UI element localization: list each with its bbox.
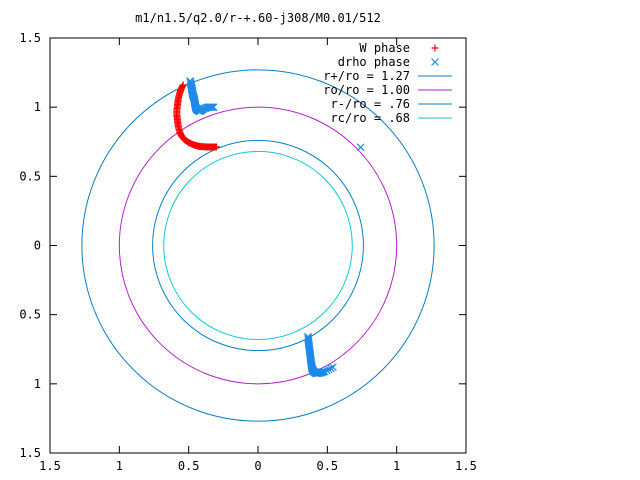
y-tick-label: 1	[34, 377, 41, 391]
data-point	[199, 104, 208, 113]
data-point	[326, 364, 335, 373]
x-tick-label: 0	[254, 459, 261, 473]
legend-label: r+/ro = 1.27	[323, 69, 410, 83]
reference-circle	[118, 106, 398, 385]
legend-marker	[431, 58, 439, 66]
x-tick-label: 1	[393, 459, 400, 473]
chart-title: m1/n1.5/q2.0/r-+.60-j308/M0.01/512	[135, 11, 381, 25]
x-tick-label: 0.5	[316, 459, 338, 473]
data-point	[320, 367, 329, 376]
data-point	[212, 143, 220, 151]
y-tick-label: 1.5	[19, 446, 41, 460]
data-point	[208, 103, 217, 112]
series-w-phase	[173, 81, 220, 151]
data-point	[356, 143, 365, 152]
legend-label: ro/ro = 1.00	[323, 83, 410, 97]
series-marks	[173, 76, 365, 378]
data-point	[198, 105, 207, 114]
y-tick-label: 0.5	[19, 169, 41, 183]
legend-label: W phase	[359, 41, 410, 55]
reference-circles	[81, 69, 435, 422]
y-tick-label: 0	[34, 239, 41, 253]
y-tick-label: 0.5	[19, 308, 41, 322]
y-tick-label: 1	[34, 100, 41, 114]
legend-label: drho phase	[338, 55, 410, 69]
data-point	[206, 103, 215, 112]
y-tick-label: 1.5	[19, 31, 41, 45]
axes: 1.5 1 0.5 0 0.5 1 1.51.510.500.511.5	[19, 31, 477, 473]
legend-label: r-/ro = .76	[331, 97, 410, 111]
data-point	[328, 363, 337, 372]
data-point	[322, 366, 331, 375]
reference-circle	[163, 150, 353, 341]
legend-marker	[431, 44, 439, 52]
series-drho-phase	[186, 76, 365, 378]
data-point	[209, 103, 218, 112]
x-tick-label: 1.5	[455, 459, 477, 473]
reference-circle	[152, 139, 364, 352]
reference-circle	[81, 69, 435, 422]
x-tick-label: 1	[116, 459, 123, 473]
x-tick-label: 0.5	[178, 459, 200, 473]
data-point	[324, 365, 333, 374]
x-tick-label: 1.5	[39, 459, 61, 473]
legend-label: rc/ro = .68	[331, 111, 410, 125]
